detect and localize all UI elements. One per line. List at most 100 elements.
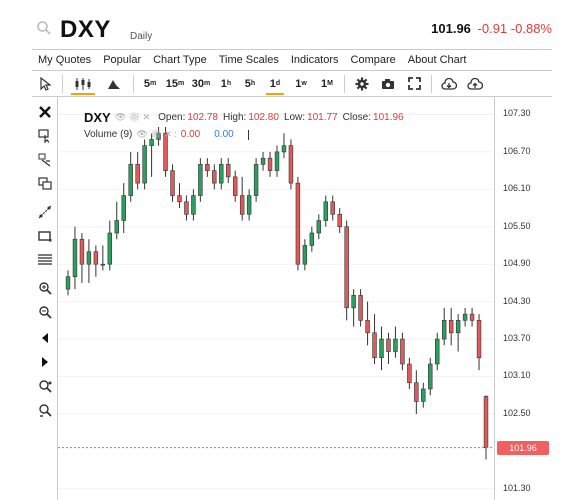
menu-popular[interactable]: Popular bbox=[103, 54, 142, 66]
gear-icon bbox=[355, 77, 369, 90]
price-chart[interactable] bbox=[58, 97, 494, 500]
menu-time-scales[interactable]: Time Scales bbox=[218, 54, 279, 66]
candle bbox=[309, 226, 315, 252]
candle bbox=[358, 289, 363, 327]
settings-button[interactable] bbox=[349, 71, 375, 97]
candle bbox=[260, 151, 266, 171]
candle bbox=[191, 189, 196, 221]
candlestick-type-button[interactable] bbox=[67, 71, 99, 97]
candle bbox=[448, 307, 454, 346]
candle bbox=[365, 301, 370, 346]
camera-icon bbox=[382, 78, 394, 89]
volume-visibility-icon[interactable]: 👁 ⚙ ✕ : bbox=[136, 129, 177, 139]
candle bbox=[198, 158, 203, 202]
ohlc-legend: DXY 👁 ⚙ ✕ Open: 102.78 High: 102.80 Low:… bbox=[84, 110, 409, 125]
cloud-download-button[interactable] bbox=[436, 71, 462, 97]
candle bbox=[93, 245, 99, 277]
menu-my-quotes[interactable]: My Quotes bbox=[38, 54, 92, 66]
candle bbox=[455, 314, 461, 352]
crosshair-select-icon[interactable] bbox=[38, 129, 52, 143]
candle bbox=[393, 326, 398, 358]
period-label: Daily bbox=[130, 31, 153, 42]
candle bbox=[372, 314, 377, 364]
price-change: -0.91 bbox=[477, 21, 508, 36]
price-change-pct: -0.88% bbox=[510, 21, 552, 36]
last-price: 101.96 bbox=[431, 21, 471, 36]
expand-icon bbox=[407, 77, 421, 90]
cursor-tool-button[interactable] bbox=[32, 71, 58, 97]
candle bbox=[170, 164, 175, 202]
interval-30m[interactable]: 30 m bbox=[191, 77, 211, 90]
candle bbox=[72, 226, 78, 290]
mountain-chart-icon bbox=[108, 79, 120, 89]
menu-about-chart[interactable]: About Chart bbox=[407, 54, 467, 66]
candle bbox=[323, 195, 328, 227]
scroll-left-icon[interactable] bbox=[38, 331, 52, 345]
y-tick-label: 106.10 bbox=[503, 183, 531, 194]
toolbar-divider bbox=[344, 74, 345, 93]
price-axis[interactable]: 107.30 106.70 106.10 105.50 104.90 104.30 103.… bbox=[494, 97, 552, 500]
clone-icon[interactable] bbox=[38, 177, 52, 191]
candle bbox=[400, 332, 405, 371]
last-price-tag: 101.96 bbox=[497, 440, 549, 455]
interval-15m[interactable]: 15 m bbox=[165, 77, 185, 90]
snapshot-button[interactable] bbox=[375, 71, 401, 97]
candle bbox=[435, 332, 440, 371]
quote-header: DXY Daily 101.96 -0.91 -0.88% bbox=[0, 0, 570, 46]
candle bbox=[351, 289, 356, 327]
close-icon[interactable] bbox=[38, 105, 52, 119]
candle bbox=[219, 158, 224, 190]
zoom-in-alt-icon[interactable] bbox=[38, 379, 52, 393]
measure-icon[interactable] bbox=[38, 153, 52, 167]
open-label: Open: bbox=[158, 112, 186, 123]
candle bbox=[142, 139, 147, 190]
y-tick-label: 104.90 bbox=[503, 258, 531, 269]
cloud-upload-button[interactable] bbox=[462, 71, 488, 97]
candle bbox=[330, 195, 335, 221]
candle bbox=[239, 176, 245, 221]
candle bbox=[149, 133, 154, 177]
reset-zoom-icon[interactable] bbox=[38, 403, 52, 417]
mountain-type-button[interactable] bbox=[99, 71, 129, 97]
fibonacci-icon[interactable] bbox=[38, 253, 52, 267]
candle bbox=[337, 208, 342, 233]
toolbar-divider bbox=[62, 74, 63, 93]
scroll-right-icon[interactable] bbox=[38, 355, 52, 369]
menu-compare[interactable]: Compare bbox=[350, 54, 396, 66]
y-tick-label: 107.30 bbox=[503, 108, 531, 119]
search-icon[interactable] bbox=[36, 20, 52, 36]
candle bbox=[476, 314, 482, 371]
rectangle-icon[interactable] bbox=[38, 229, 52, 243]
candle bbox=[114, 201, 119, 240]
volume-value-1: 0.00 bbox=[180, 129, 201, 140]
zoom-out-icon[interactable] bbox=[38, 305, 52, 319]
candle bbox=[295, 176, 301, 271]
zoom-in-icon[interactable] bbox=[38, 281, 52, 295]
menu-chart-type[interactable]: Chart Type bbox=[153, 54, 207, 66]
candle bbox=[267, 151, 273, 177]
candle bbox=[177, 183, 182, 209]
candle bbox=[316, 214, 322, 240]
y-tick-label: 103.10 bbox=[503, 370, 531, 381]
y-tick-label: 102.50 bbox=[503, 407, 531, 418]
candle bbox=[65, 270, 71, 296]
close-value: 101.96 bbox=[373, 112, 404, 123]
legend-visibility-icon[interactable]: 👁 ⚙ ✕ bbox=[114, 112, 151, 122]
high-label: High: bbox=[222, 112, 247, 123]
quote-summary: 101.96 -0.91 -0.88% bbox=[431, 21, 552, 36]
candle bbox=[421, 382, 426, 408]
fullscreen-button[interactable] bbox=[401, 71, 427, 97]
y-tick-label: 106.70 bbox=[503, 145, 531, 156]
trend-line-icon[interactable] bbox=[38, 205, 52, 219]
legend-symbol: DXY bbox=[84, 110, 111, 125]
volume-label: Volume (9) bbox=[84, 129, 133, 140]
menu-indicators[interactable]: Indicators bbox=[290, 54, 339, 66]
candlestick-icon bbox=[75, 77, 91, 90]
candle bbox=[163, 126, 168, 177]
